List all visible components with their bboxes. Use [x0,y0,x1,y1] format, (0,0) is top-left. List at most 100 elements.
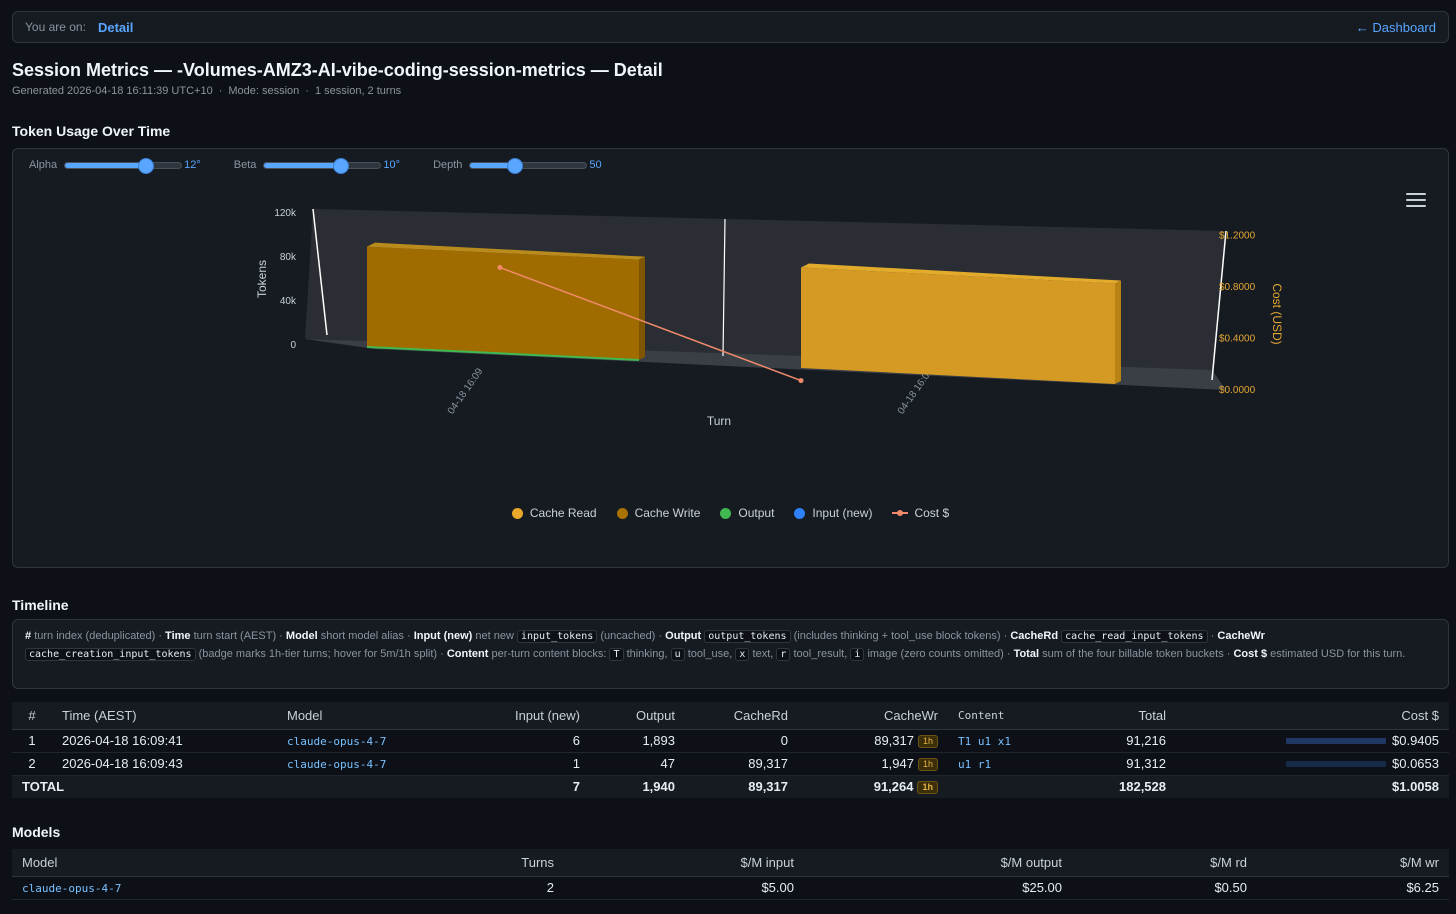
col-header[interactable]: Total [1058,702,1176,730]
breadcrumb: You are on: Detail ← Dashboard [12,11,1449,43]
chart-left-edge [312,208,328,336]
col-header[interactable]: Model [277,702,427,730]
legend-label: Cost $ [914,506,950,520]
legend-dot [616,507,628,519]
legend-cache-write[interactable]: Cache Write [616,506,700,520]
alpha-slider-knob[interactable] [138,157,155,174]
note-code: r [776,647,791,661]
alpha-slider-value: 12° [184,159,201,171]
legend-label: Cache Read [529,506,597,520]
note-desc: text, [752,647,774,660]
total-cost: $1.0058 [1176,775,1449,798]
depth-slider[interactable] [469,157,588,174]
col-header[interactable]: $/M rd [1072,849,1257,877]
note-desc: estimated USD for this turn. [1270,647,1406,660]
x-tick-label: 04-18 16:09 [446,366,486,416]
col-header[interactable]: Cost $ [1176,702,1449,730]
timeline-header-row: # Time (AEST) Model Input (new) Output C… [12,702,1449,730]
col-header[interactable]: $/M output [804,849,1072,877]
beta-slider-knob[interactable] [332,157,349,174]
tier-badge[interactable]: 1h [917,735,938,749]
col-header[interactable]: Turns [352,849,564,877]
col-header[interactable]: Content [948,702,1058,730]
total-cachewr-cell: 91,264 1h [798,775,948,798]
cacherd-value: 89,317 [685,752,798,776]
depth-slider-knob[interactable] [506,157,523,174]
note-code: output_tokens [704,630,791,643]
counts-text: 1 session, 2 turns [314,85,402,97]
note-desc: net new [475,630,514,642]
input-value: 1 [427,752,590,776]
note-term: # [25,630,32,642]
depth-slider-label: Depth [433,159,463,171]
col-header[interactable]: $/M input [564,849,804,877]
cachewr-value: 1,947 [881,755,914,771]
legend-output[interactable]: Output [720,506,774,520]
y-tick-label: 0 [290,340,296,351]
generated-text: Generated 2026-04-18 16:11:39 UTC+10 [12,85,213,97]
model-link[interactable]: claude-opus-4-7 [287,758,387,771]
cost-line [499,266,802,382]
col-header[interactable]: Output [590,702,685,730]
y-tick-label: 120k [274,208,297,219]
beta-slider-label: Beta [233,159,257,171]
legend-dot [511,507,523,519]
breadcrumb-label: You are on: [25,20,86,34]
y-tick-label: 80k [280,252,297,263]
col-header[interactable]: Model [12,849,352,877]
legend-label: Output [738,506,775,520]
legend-input-new[interactable]: Input (new) [794,506,872,520]
model-link[interactable]: claude-opus-4-7 [287,735,387,748]
cachewr-cell: 89,317 1h [798,729,948,753]
output-value: 1,893 [590,729,685,753]
model-output-price: $25.00 [804,876,1072,900]
hamburger-menu-icon[interactable] [1406,193,1426,209]
legend-label: Input (new) [812,506,873,520]
col-header[interactable]: $/M wr [1257,849,1449,877]
total-output: 1,940 [590,775,685,798]
page-title: Session Metrics — -Volumes-AMZ3-AI-vibe-… [12,60,663,80]
col-header[interactable]: CacheWr [798,702,948,730]
alpha-slider-group: Alpha 12° [29,157,201,174]
turn-index: 2 [12,752,52,776]
model-link[interactable]: claude-opus-4-7 [22,882,122,895]
note-term: Input (new) [413,630,473,642]
col-header[interactable]: Time (AEST) [52,702,277,730]
cost-point [497,265,503,271]
total-cachewr: 91,264 [873,779,914,795]
total-content [948,775,1058,798]
token-usage-chart-panel: 0 40k 80k 120k $0.0000 $0.4000 $0.8000 $1.2000 T… [12,148,1449,568]
total-value: 91,216 [1058,729,1176,753]
col-header[interactable]: CacheRd [685,702,798,730]
y2-tick-label: $1.2000 [1219,231,1256,242]
note-desc: (includes thinking + tool_use block toke… [793,630,1008,642]
col-header[interactable]: # [12,702,52,730]
legend-cost[interactable]: Cost $ [892,506,949,520]
note-term: Content [446,647,489,660]
total-row: TOTAL 7 1,940 89,317 91,264 1h 182,528 $1… [12,775,1449,798]
beta-slider[interactable] [263,157,382,174]
bar-front [367,246,639,360]
beta-slider-group: Beta 10° [233,157,400,174]
content-blocks: u1 r1 [958,758,992,771]
table-row[interactable]: 2 2026-04-18 16:09:43 claude-opus-4-7 1 … [12,752,1449,776]
note-term: Model [285,630,318,642]
chart-legend: Cache Read Cache Write Output Input (new… [13,506,1448,520]
legend-cache-read[interactable]: Cache Read [511,506,597,520]
tier-badge[interactable]: 1h [917,758,938,772]
table-row[interactable]: 1 2026-04-18 16:09:41 claude-opus-4-7 6 … [12,729,1449,753]
y2-tick-label: $0.0000 [1219,385,1256,396]
tier-badge[interactable]: 1h [917,781,938,795]
table-row[interactable]: claude-opus-4-7 2 $5.00 $25.00 $0.50 $6.… [12,876,1449,900]
cost-bar [1286,760,1386,767]
col-header[interactable]: Input (new) [427,702,590,730]
dashboard-link[interactable]: ← Dashboard [1355,19,1436,35]
total-cacherd: 89,317 [685,775,798,798]
alpha-slider[interactable] [64,157,183,174]
note-term: Output [665,630,702,642]
note-term: Cost $ [1233,647,1268,660]
turn-index: 1 [12,729,52,753]
content-blocks: T1 u1 x1 [958,735,1011,748]
models-table: Model Turns $/M input $/M output $/M rd … [12,849,1449,900]
note-code: cache_creation_input_tokens [25,647,196,661]
